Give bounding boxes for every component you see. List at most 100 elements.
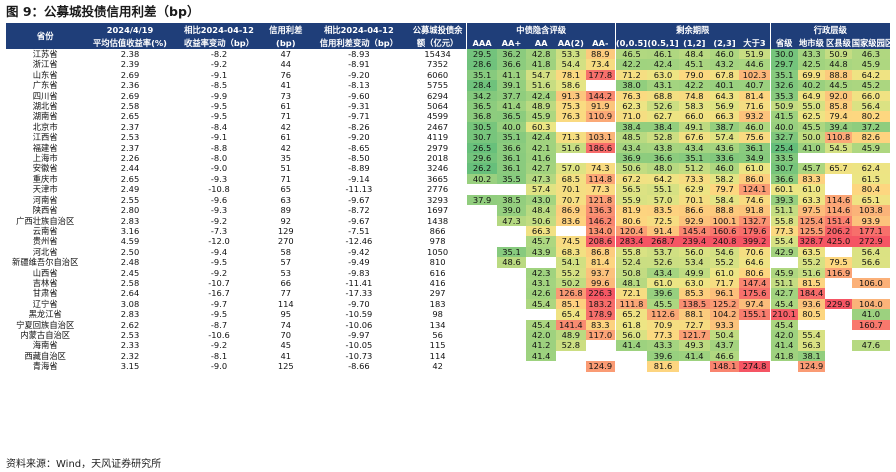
admin-spread-cell: 92.0 xyxy=(825,90,852,102)
rating-spread-cell xyxy=(466,277,497,289)
rating-spread-cell: 42.4 xyxy=(526,90,556,102)
rating-spread-cell: 74.3 xyxy=(585,163,616,174)
spread-cell: 35 xyxy=(280,153,292,164)
admin-spread-cell: 81.5 xyxy=(797,277,826,289)
admin-spread-cell: 50.9 xyxy=(769,101,798,112)
admin-spread-cell: 124.9 xyxy=(797,361,826,372)
rating-spread-cell: 117.0 xyxy=(585,329,616,341)
province-cell: 海南省 xyxy=(32,340,58,351)
rating-spread-cell: 42.3 xyxy=(526,267,556,278)
rating-spread-cell: 36.6 xyxy=(496,142,527,154)
yield-cell: 2.80 xyxy=(84,205,176,216)
admin-spread-cell: 55.8 xyxy=(769,215,798,226)
admin-spread-cell: 80.5 xyxy=(797,309,826,320)
balance-cell: 3246 xyxy=(408,163,467,174)
term-spread-cell: 58.3 xyxy=(678,101,710,112)
term-spread-cell: 43.2 xyxy=(709,59,740,70)
term-spread-cell xyxy=(739,340,771,351)
term-spread-cell: 44.6 xyxy=(739,59,771,70)
term-spread-cell: 274.8 xyxy=(739,361,771,372)
admin-spread-cell: 85.8 xyxy=(825,101,852,112)
table-row: 浙江省 2.39 -9.2 44 -8.91 7352 28.6 36.6 41.8 54.4 73… xyxy=(6,59,890,70)
term-spread-cell: 61.0 xyxy=(739,163,771,174)
term-spread-cell: 79.0 xyxy=(678,69,710,81)
yield-cell: 2.58 xyxy=(120,277,140,288)
yield-change-cell: -8.4 xyxy=(175,121,263,133)
admin-spread-cell: 45.5 xyxy=(797,121,826,133)
rating-spread-cell xyxy=(466,246,497,258)
spread-cell: 129 xyxy=(262,225,310,237)
table-row: 内蒙古自治区 2.53 -10.6 70 -9.97 56 42.0 48.9 117.0 56.… xyxy=(6,329,890,341)
spread-change-cell: -8.93 xyxy=(348,49,370,59)
rating-spread-cell xyxy=(466,215,497,226)
term-spread-cell: 55.2 xyxy=(709,257,740,268)
admin-spread-cell: 328.7 xyxy=(797,236,826,247)
balance-cell: 1438 xyxy=(427,215,449,226)
yield-change-cell: -8.5 xyxy=(175,80,263,91)
rating-spread-cell: 86.8 xyxy=(585,246,616,258)
admin-spread-cell: 80.2 xyxy=(851,111,890,122)
term-spread-cell: 45.5 xyxy=(647,298,679,310)
balance-cell: 2776 xyxy=(408,184,467,195)
table-row: 陕西省 2.80 -9.3 89 -8.72 1697 39.0 48.4 86.9 136.3 8… xyxy=(6,205,890,216)
rating-spread-cell: 26.2 xyxy=(466,163,497,174)
term-spread-cell: 132.7 xyxy=(739,215,771,226)
term-spread-cell: 46.0 xyxy=(709,49,740,60)
spread-change-cell: -8.65 xyxy=(309,142,409,154)
term-spread-cell: 399.2 xyxy=(739,236,771,247)
term-spread-cell: 55.9 xyxy=(614,194,648,206)
term-spread-cell: 70.9 xyxy=(647,319,679,330)
admin-spread-cell: 55.4 xyxy=(797,329,826,341)
spread-cell: 41 xyxy=(262,350,310,362)
rating-spread-cell: 51.6 xyxy=(556,142,586,154)
term-spread-cell: 160.6 xyxy=(709,225,740,237)
balance-cell: 6060 xyxy=(427,69,449,80)
term-spread-cell: 49.1 xyxy=(678,121,710,133)
spread-cell: 77 xyxy=(262,288,310,299)
admin-spread-cell: 114.6 xyxy=(825,205,852,216)
admin-spread-cell: 44.5 xyxy=(825,80,852,91)
admin-spread-cell: 40.0 xyxy=(769,121,798,133)
province-cell: 山东省 xyxy=(32,69,58,80)
rating-spread-cell: 77.3 xyxy=(585,184,616,195)
rating-spread-cell: 134.0 xyxy=(585,225,616,237)
table-row: 宁夏回族自治区 2.62 -8.7 74 -10.06 134 45.4 141.4 83.3 6… xyxy=(6,319,890,330)
rating-spread-cell: 126.8 xyxy=(556,288,586,299)
rating-spread-cell xyxy=(496,298,527,310)
admin-spread-cell: 43.3 xyxy=(797,49,826,60)
province-cell: 吉林省 xyxy=(32,277,58,288)
yield-change-cell: -9.2 xyxy=(210,215,228,226)
table-row: 北京市 2.37 -8.4 42 -8.26 2467 30.5 40.0 60.3 38.4 38… xyxy=(6,121,890,133)
term-spread-cell: 86.6 xyxy=(678,205,710,216)
yield-cell: 2.64 xyxy=(84,288,176,299)
spread-change-cell: -9.60 xyxy=(348,90,370,101)
admin-spread-cell: 114.6 xyxy=(825,194,852,206)
admin-spread-cell: 32.7 xyxy=(769,132,798,143)
term-spread-cell: 55.1 xyxy=(647,184,679,195)
admin-spread-cell: 30.0 xyxy=(769,49,798,60)
term-spread-cell: 76.3 xyxy=(614,90,648,102)
balance-cell: 98 xyxy=(408,309,467,320)
rating-spread-cell: 114.8 xyxy=(585,173,616,185)
term-spread-cell: 42.2 xyxy=(678,80,710,91)
yield-change-cell: -10.8 xyxy=(175,184,263,195)
balance-cell: 297 xyxy=(408,288,467,299)
term-spread-cell: 43.1 xyxy=(647,80,679,91)
table-row: 甘肃省 2.64 -16.7 77 -17.33 297 42.6 126.8 226.3 72.… xyxy=(6,288,890,299)
rating-spread-cell: 48.9 xyxy=(526,101,556,112)
yield-cell: 2.37 xyxy=(84,142,176,154)
admin-spread-cell: 177.1 xyxy=(851,225,890,237)
rating-spread-cell xyxy=(466,225,497,237)
yield-change-subheader: 收益率变动（bp） xyxy=(175,37,263,49)
table-row: 广西壮族自治区 2.83 -9.2 92 -9.67 1438 47.3 50.6 83.6 14… xyxy=(6,215,890,226)
rating-spread-cell: 52.8 xyxy=(556,340,586,351)
admin-spread-cell: 106.0 xyxy=(851,277,890,289)
balance-cell: 2467 xyxy=(408,121,467,133)
term-spread-cell: 46.0 xyxy=(709,163,740,174)
spread-change-header-top: 相比2024-04-12 xyxy=(309,23,409,37)
term-spread-cell: 57.0 xyxy=(647,194,679,206)
admin-spread-cell: 42.0 xyxy=(769,329,798,341)
table-body: 江苏省 2.38 -8.2 47 -8.93 15434 29.5 36.2 42.8 53.3 8… xyxy=(6,49,890,372)
spread-change-cell: -9.70 xyxy=(348,298,370,309)
spread-change-cell: -11.41 xyxy=(345,277,373,288)
